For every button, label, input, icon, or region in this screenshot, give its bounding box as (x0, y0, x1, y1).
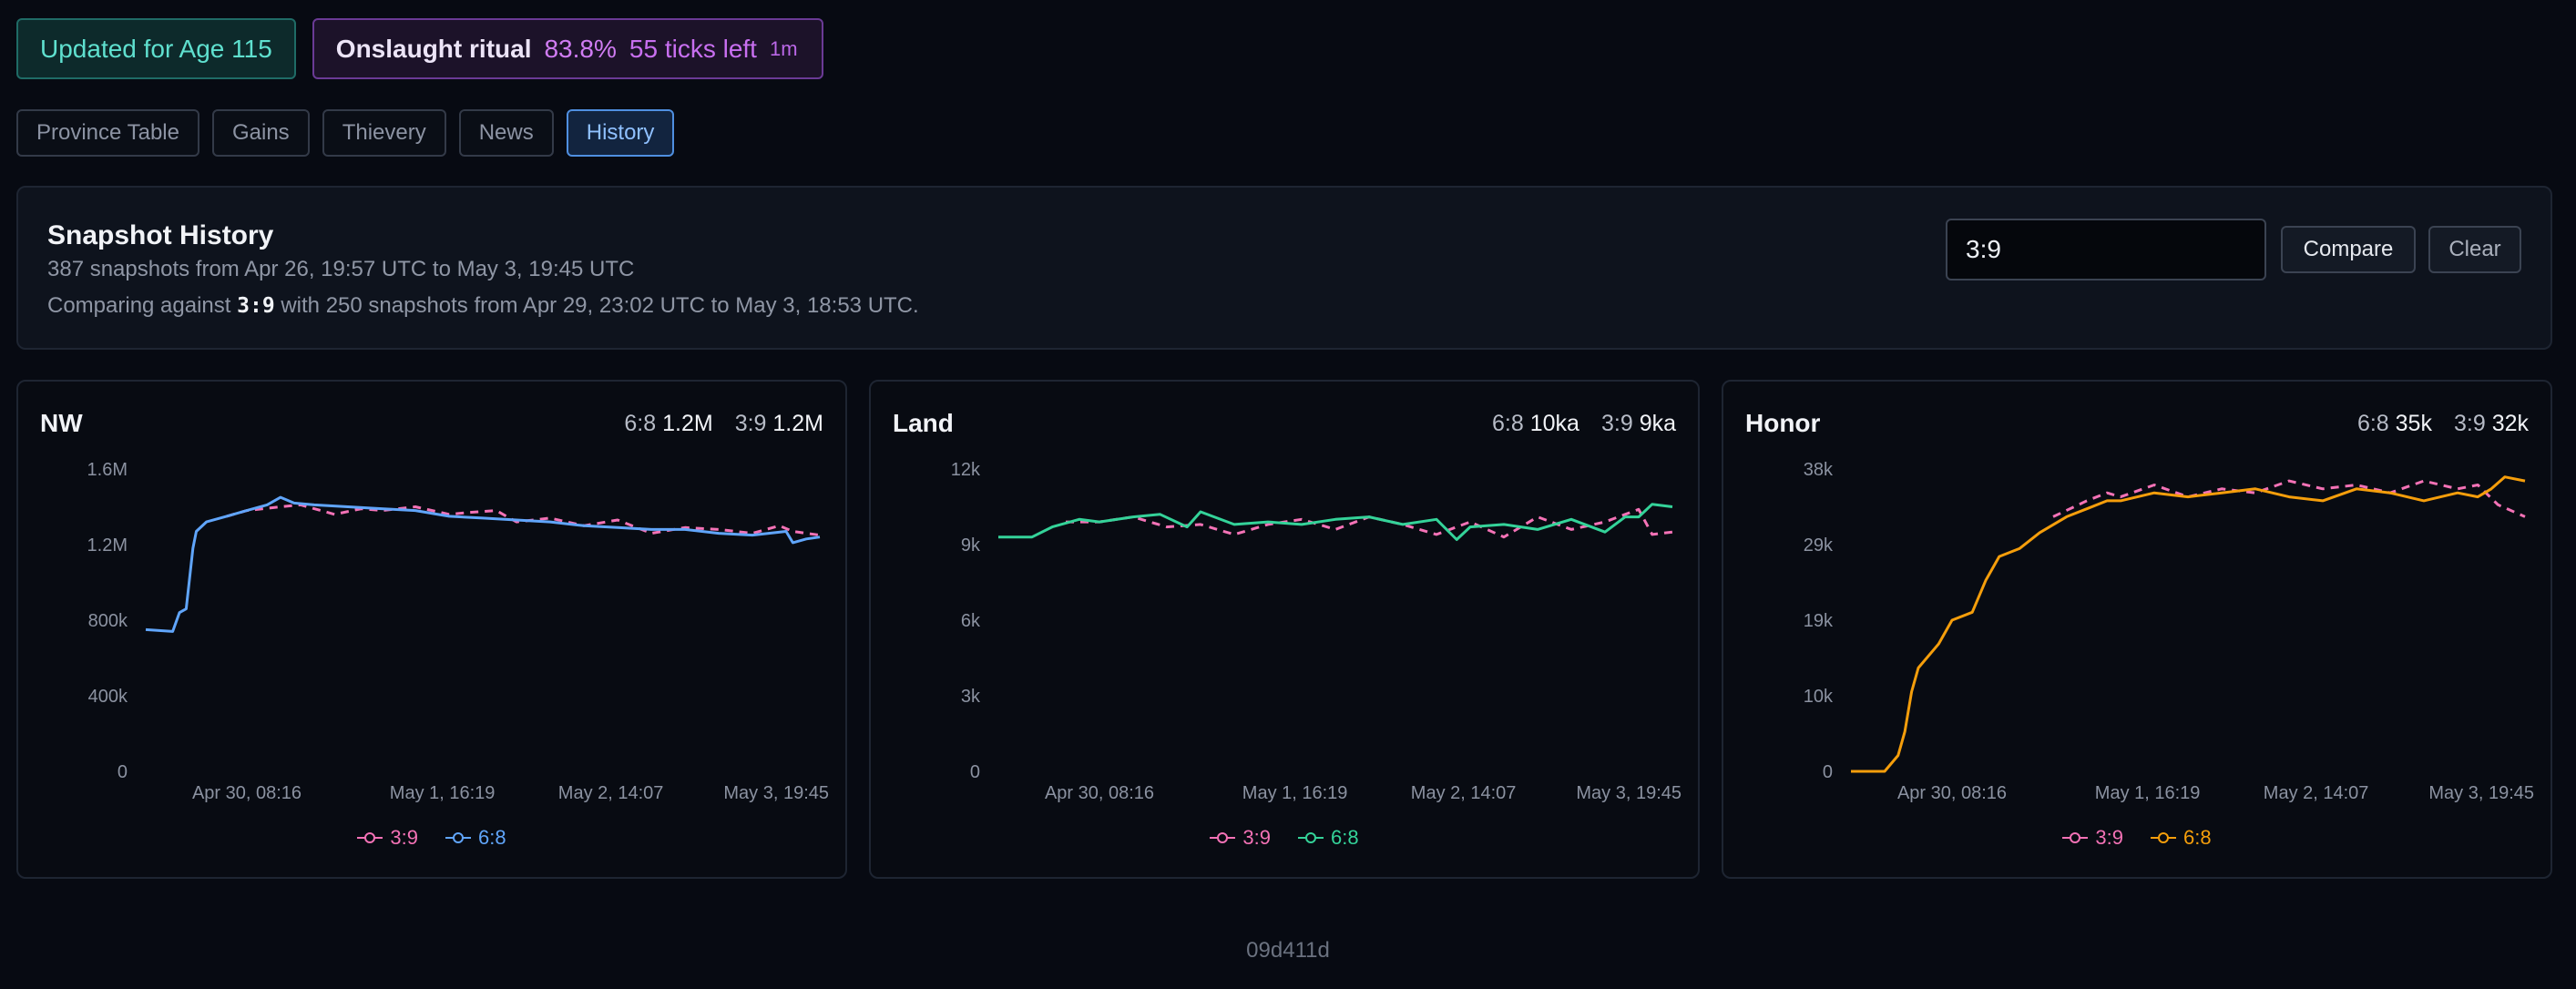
chart-legend: 3:9 6:8 (18, 826, 845, 850)
chart-title: NW (40, 409, 83, 437)
series-line-3-9 (226, 503, 821, 537)
tab-thievery[interactable]: Thievery (322, 109, 446, 157)
tab-news[interactable]: News (458, 109, 554, 157)
x-tick-label: May 3, 19:45 (1576, 783, 1682, 803)
x-tick-label: May 2, 14:07 (1411, 783, 1517, 803)
land-chart-card: Land 6:8 10ka 3:9 9ka 0 3k 6k 9k 12k Apr 30, … (869, 380, 1700, 879)
summary-39: 3:9 32k (2453, 411, 2529, 436)
snapshot-summary: 387 snapshots from Apr 26, 19:57 UTC to … (47, 257, 635, 281)
land-chart: 0 3k 6k 9k 12k Apr 30, 08:16 May 1, 16:19 May 2… (951, 460, 1682, 803)
legend-item-68[interactable]: 6:8 (1298, 826, 1359, 850)
tab-bar: Province Table Gains Thievery News Histo… (16, 109, 675, 157)
summary-39: 3:9 9ka (1600, 411, 1676, 436)
chart-legend: 3:9 6:8 (1723, 826, 2550, 850)
compare-target: 3:9 (237, 294, 275, 318)
honor-chart-card: Honor 6:8 35k 3:9 32k 0 10k 19k 29k 38k Apr 3… (1722, 380, 2552, 879)
y-tick-label: 0 (1823, 762, 1833, 782)
chart-legend: 3:9 6:8 (871, 826, 1698, 850)
y-tick-label: 29k (1804, 535, 1834, 556)
ritual-percent: 83.8% (544, 34, 617, 63)
compare-button[interactable]: Compare (2281, 226, 2416, 273)
compare-suffix: with 250 snapshots from Apr 29, 23:02 UT… (281, 293, 919, 318)
summary-39: 3:9 1.2M (734, 411, 823, 436)
legend-marker-icon (1210, 831, 1236, 844)
legend-item-68[interactable]: 6:8 (2151, 826, 2212, 850)
x-tick-label: May 1, 16:19 (2095, 783, 2201, 803)
ritual-status-badge: Onslaught ritual 83.8% 55 ticks left 1m (312, 18, 823, 79)
ritual-label: Onslaught ritual (335, 34, 532, 63)
y-tick-label: 400k (88, 687, 128, 707)
legend-item-39[interactable]: 3:9 (1210, 826, 1271, 850)
legend-marker-icon (2062, 831, 2089, 844)
y-tick-label: 3k (961, 687, 981, 707)
compare-prefix: Comparing against (47, 293, 231, 318)
honor-chart: 0 10k 19k 29k 38k Apr 30, 08:16 May 1, 16:19 Ma… (1804, 460, 2534, 803)
tab-province-table[interactable]: Province Table (16, 109, 199, 157)
series-line-6-8 (998, 503, 1673, 541)
age-update-text: Updated for Age 115 (40, 34, 272, 63)
series-line-3-9 (1066, 507, 1673, 539)
chart-summary: 6:8 35k 3:9 32k (2357, 411, 2529, 437)
nw-chart-card: NW 6:8 1.2M 3:9 1.2M 0 400k 800k 1.2M 1.6M Ap… (16, 380, 847, 879)
clear-button[interactable]: Clear (2428, 226, 2521, 273)
chart-summary: 6:8 10ka 3:9 9ka (1492, 411, 1676, 437)
x-tick-label: May 2, 14:07 (558, 783, 664, 803)
y-tick-label: 0 (118, 762, 128, 782)
legend-marker-icon (2151, 831, 2176, 844)
y-tick-label: 6k (961, 611, 981, 631)
compare-summary: Comparing against 3:9 with 250 snapshots… (47, 293, 919, 319)
x-tick-label: Apr 30, 08:16 (192, 783, 302, 803)
x-tick-label: May 1, 16:19 (390, 783, 496, 803)
legend-item-39[interactable]: 3:9 (357, 826, 418, 850)
age-update-badge: Updated for Age 115 (16, 18, 296, 79)
ritual-time: 1m (769, 36, 798, 60)
nw-chart: 0 400k 800k 1.2M 1.6M Apr 30, 08:16 May 1, 16:… (87, 460, 829, 803)
summary-68: 6:8 35k (2356, 411, 2432, 436)
snapshot-history-title: Snapshot History (47, 220, 274, 250)
y-tick-label: 10k (1804, 687, 1834, 707)
chart-summary: 6:8 1.2M 3:9 1.2M (624, 411, 823, 437)
legend-item-68[interactable]: 6:8 (445, 826, 506, 850)
tab-gains[interactable]: Gains (211, 109, 310, 157)
compare-province-input[interactable] (1946, 219, 2266, 280)
x-tick-label: May 2, 14:07 (2264, 783, 2369, 803)
series-line-6-8 (145, 495, 821, 633)
x-tick-label: May 1, 16:19 (1242, 783, 1348, 803)
legend-item-39[interactable]: 3:9 (2062, 826, 2123, 850)
y-tick-label: 38k (1804, 460, 1834, 480)
tab-history[interactable]: History (566, 109, 675, 157)
snapshot-history-panel: Snapshot History 387 snapshots from Apr … (16, 186, 2552, 350)
x-tick-label: May 3, 19:45 (723, 783, 829, 803)
legend-marker-icon (357, 831, 383, 844)
y-tick-label: 1.2M (87, 535, 128, 556)
y-tick-label: 9k (961, 535, 981, 556)
series-line-6-8 (1851, 475, 2526, 773)
y-tick-label: 0 (970, 762, 980, 782)
summary-68: 6:8 1.2M (624, 411, 713, 436)
x-tick-label: Apr 30, 08:16 (1045, 783, 1154, 803)
legend-marker-icon (1298, 831, 1324, 844)
chart-title: Land (893, 409, 954, 437)
x-tick-label: Apr 30, 08:16 (1897, 783, 2007, 803)
build-hash: 09d411d (1246, 938, 1330, 963)
series-line-3-9 (2052, 479, 2526, 518)
y-tick-label: 19k (1804, 611, 1834, 631)
y-tick-label: 12k (951, 460, 981, 480)
y-tick-label: 800k (88, 611, 128, 631)
legend-marker-icon (445, 831, 471, 844)
chart-title: Honor (1745, 409, 1821, 437)
y-tick-label: 1.6M (87, 460, 128, 480)
ritual-ticks-left: 55 ticks left (629, 34, 757, 63)
summary-68: 6:8 10ka (1492, 411, 1579, 436)
x-tick-label: May 3, 19:45 (2428, 783, 2534, 803)
